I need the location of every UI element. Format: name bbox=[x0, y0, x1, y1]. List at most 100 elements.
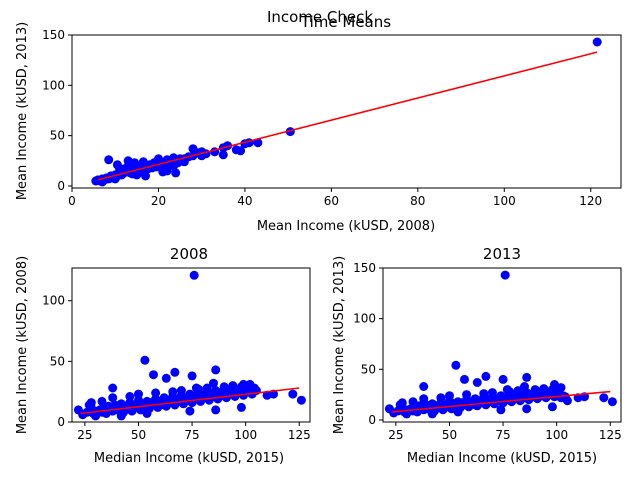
data-point bbox=[168, 387, 178, 397]
y-tick-label: 0 bbox=[57, 179, 65, 193]
x-tick-label: 100 bbox=[234, 428, 257, 442]
y-axis-label: Mean Income (kUSD, 2013) bbox=[15, 22, 30, 200]
data-point bbox=[460, 374, 469, 384]
data-point bbox=[219, 382, 229, 392]
data-point bbox=[479, 389, 489, 399]
plot-marks bbox=[73, 270, 306, 421]
x-tick-label: 100 bbox=[493, 194, 516, 208]
x-tick-label: 0 bbox=[68, 194, 76, 208]
data-point bbox=[500, 270, 510, 280]
x-tick-label: 25 bbox=[388, 428, 403, 442]
data-point bbox=[498, 374, 508, 384]
data-point bbox=[189, 270, 199, 280]
data-point bbox=[397, 402, 407, 412]
data-point bbox=[134, 389, 143, 399]
data-point bbox=[209, 378, 218, 388]
data-point bbox=[187, 371, 197, 381]
fit-line bbox=[391, 390, 611, 413]
data-point bbox=[550, 380, 559, 389]
tick-layer: 0 20 40 60 80 100 120 0 50 100 150 bbox=[42, 28, 602, 208]
panel-2008: 2008 25 50 75 100 125 0 50 100 Median Income (k… bbox=[15, 245, 311, 466]
y-tick-label: 150 bbox=[353, 261, 376, 275]
y-tick-label: 50 bbox=[50, 354, 65, 368]
data-point bbox=[462, 390, 472, 400]
data-point bbox=[171, 168, 181, 178]
data-point bbox=[211, 405, 221, 415]
data-point bbox=[496, 405, 506, 415]
data-point bbox=[179, 157, 189, 167]
data-point bbox=[239, 379, 248, 389]
x-axis-label: Median Income (kUSD, 2015) bbox=[94, 451, 284, 466]
x-tick-label: 20 bbox=[151, 194, 166, 208]
data-point bbox=[188, 144, 198, 154]
data-point bbox=[436, 393, 446, 403]
data-point bbox=[513, 386, 523, 396]
data-point bbox=[481, 371, 491, 381]
x-tick-label: 75 bbox=[184, 428, 199, 442]
data-point bbox=[427, 409, 437, 419]
y-tick-label: 0 bbox=[368, 413, 376, 427]
plot-frame bbox=[71, 267, 311, 423]
x-tick-label: 80 bbox=[410, 194, 425, 208]
x-tick-label: 50 bbox=[131, 428, 146, 442]
plot-marks bbox=[384, 270, 617, 419]
data-point bbox=[445, 391, 454, 401]
data-point bbox=[140, 355, 150, 365]
data-point bbox=[451, 360, 461, 370]
data-point bbox=[97, 396, 107, 406]
data-point bbox=[253, 138, 263, 148]
y-tick-label: 150 bbox=[42, 28, 65, 42]
x-axis-label: Median Income (kUSD, 2015) bbox=[407, 451, 597, 466]
data-point bbox=[185, 406, 195, 416]
data-point bbox=[472, 378, 482, 387]
data-point bbox=[599, 393, 609, 403]
data-point bbox=[116, 411, 126, 421]
data-point bbox=[159, 400, 169, 410]
data-point bbox=[162, 166, 172, 176]
tick-layer: 25 50 75 100 125 0 50 100 150 bbox=[353, 261, 622, 442]
y-tick-label: 0 bbox=[57, 415, 65, 429]
figure-suptitle: Income Check bbox=[267, 8, 373, 26]
data-point bbox=[408, 397, 418, 407]
x-tick-label: 75 bbox=[495, 428, 510, 442]
data-point bbox=[487, 388, 497, 398]
data-point bbox=[176, 386, 186, 395]
plot-frame bbox=[71, 34, 622, 189]
data-point bbox=[86, 402, 96, 412]
data-point bbox=[592, 37, 602, 47]
panel-title: 2008 bbox=[170, 245, 208, 263]
x-tick-label: 25 bbox=[77, 428, 92, 442]
data-point bbox=[202, 383, 212, 393]
data-point bbox=[419, 382, 429, 391]
x-tick-label: 50 bbox=[442, 428, 457, 442]
data-point bbox=[191, 383, 201, 393]
data-point bbox=[296, 395, 306, 405]
y-tick-label: 50 bbox=[50, 129, 65, 143]
y-tick-label: 50 bbox=[361, 362, 376, 376]
data-point bbox=[149, 370, 158, 380]
data-point bbox=[108, 383, 118, 393]
panel-time-means: 0 20 40 60 80 100 120 0 50 100 150 Mean Income (kU… bbox=[15, 22, 622, 234]
data-point bbox=[218, 150, 228, 160]
data-point bbox=[151, 388, 161, 398]
data-point bbox=[453, 407, 463, 417]
data-point bbox=[108, 393, 118, 403]
tick-layer: 25 50 75 100 125 0 50 100 bbox=[42, 294, 311, 442]
data-point bbox=[419, 394, 429, 404]
y-axis-label: Mean Income (kUSD, 2008) bbox=[15, 256, 30, 434]
overlap-title: Time Means bbox=[300, 13, 391, 31]
data-point bbox=[123, 161, 133, 171]
data-point bbox=[104, 155, 114, 165]
data-point bbox=[211, 365, 221, 375]
data-point bbox=[236, 146, 246, 156]
data-point bbox=[520, 382, 529, 391]
data-point bbox=[607, 397, 617, 407]
panel-title: 2013 bbox=[483, 245, 521, 263]
data-point bbox=[132, 170, 142, 180]
data-point bbox=[547, 402, 557, 412]
y-tick-label: 100 bbox=[353, 312, 376, 326]
data-point bbox=[562, 396, 572, 406]
panel-2013: 2013 25 50 75 100 125 0 50 100 150 Median Income… bbox=[332, 245, 622, 466]
x-tick-label: 120 bbox=[579, 194, 602, 208]
